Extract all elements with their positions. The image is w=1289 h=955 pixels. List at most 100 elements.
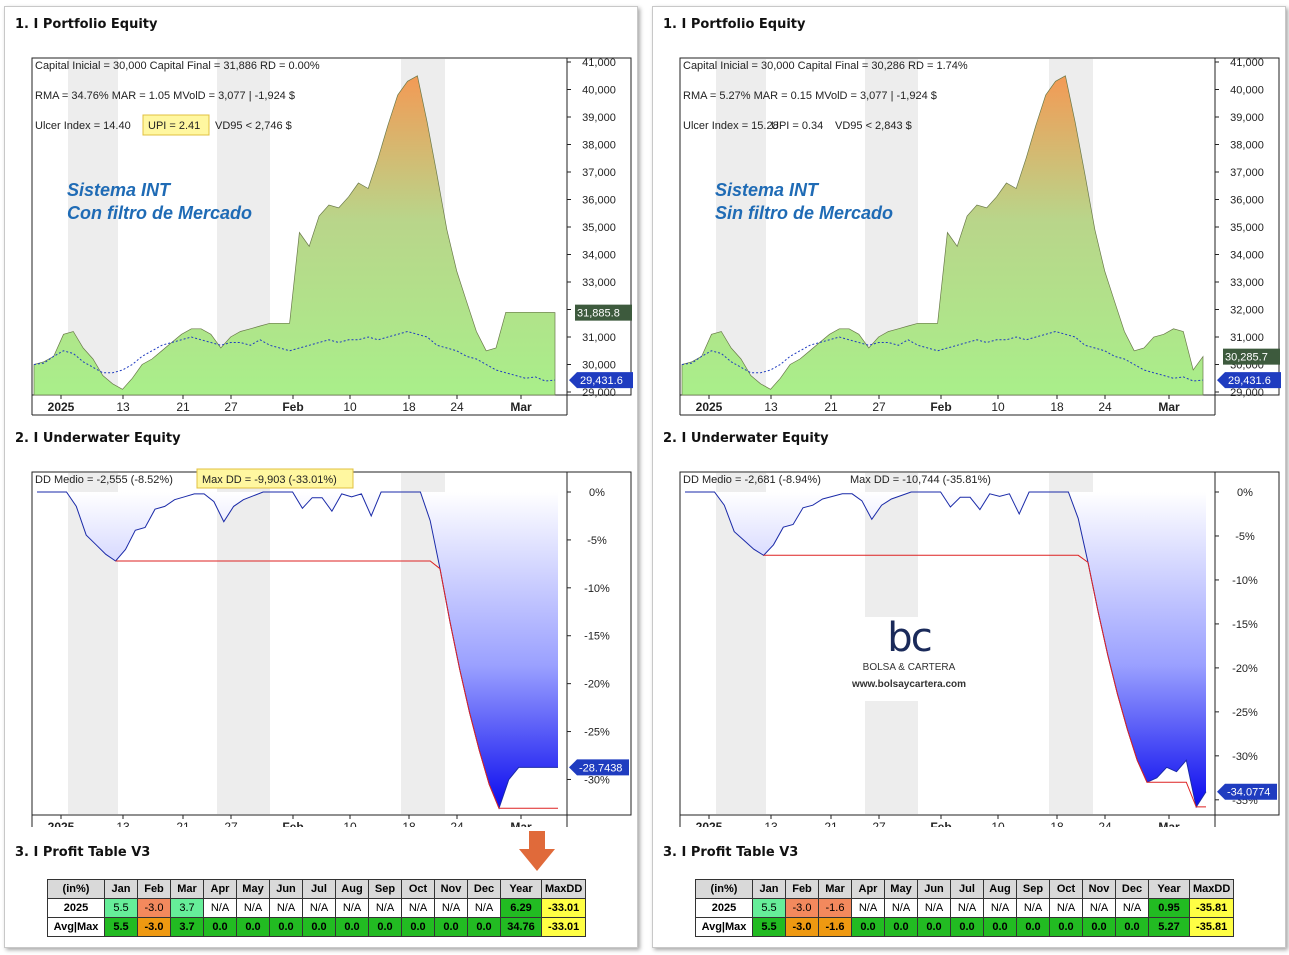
profit-cell: -33.01: [540, 917, 587, 937]
y-tick-label: -15%: [1232, 619, 1258, 631]
profit-header-cell: MaxDD: [1188, 879, 1235, 899]
profit-cell: Avg|Max: [47, 917, 105, 937]
profit-cell: 0.0: [950, 917, 984, 937]
y-axis-frame: [1214, 471, 1280, 816]
profit-cell: N/A: [302, 898, 336, 918]
profit-cell: N/A: [1016, 898, 1050, 918]
x-tick-label: Feb: [282, 820, 303, 827]
x-tick-label: Mar: [1158, 400, 1180, 414]
profit-cell: 5.5: [104, 917, 138, 937]
x-tick-label: Feb: [282, 400, 303, 414]
equity-section-title: 1. I Portfolio Equity: [15, 17, 158, 32]
drawdown-value-badge: [569, 759, 629, 776]
profit-table-row: Avg|Max 5.5 -3.0 3.7 0.0 0.0 0.0 0.0 0.0 0.0 0.0 0.…: [47, 917, 587, 937]
dd-medio: DD Medio = -2,555 (-8.52%): [35, 474, 173, 486]
x-tick-label: 27: [872, 820, 886, 827]
benchmark-value-badge: [569, 372, 633, 389]
x-tick-label: 18: [1050, 820, 1064, 827]
profit-cell: 0.0: [851, 917, 885, 937]
profit-cell: 34.76: [500, 917, 542, 937]
x-tick-label: Mar: [510, 820, 532, 827]
stat-upi: UPI = 2.41: [148, 120, 200, 132]
x-tick-label: 10: [991, 400, 1005, 414]
profit-cell: 5.5: [752, 917, 786, 937]
y-tick-label: 0%: [1237, 487, 1253, 499]
equity-area: [681, 75, 1204, 396]
left-report-panel: 1. I Portfolio Equity 41,000 40,000 39,000…: [4, 6, 638, 948]
benchmark-line: [33, 330, 556, 382]
stat-line-capital: Capital Inicial = 30,000 Capital Final =…: [683, 60, 968, 72]
dd-medio: DD Medio = -2,681 (-8.94%): [683, 474, 821, 486]
profit-cell: -3.0: [785, 917, 819, 937]
profit-cell: 0.0: [236, 917, 270, 937]
y-tick-label: -25%: [1232, 707, 1258, 719]
x-tick-label: 2025: [696, 400, 723, 414]
x-tick-label: 21: [824, 820, 838, 827]
x-tick-label: Mar: [1158, 820, 1180, 827]
upi-highlight: [142, 114, 210, 136]
max-dd: Max DD = -10,744 (-35.81%): [850, 474, 991, 486]
y-tick-label: 0%: [589, 487, 605, 499]
y-tick-label: 38,000: [1230, 140, 1264, 152]
profit-cell: 0.0: [1115, 917, 1149, 937]
x-tick-label: 13: [764, 820, 778, 827]
x-tick-label: 2025: [48, 400, 75, 414]
y-tick-label: -15%: [584, 631, 610, 643]
profit-header-cell: MaxDD: [540, 879, 587, 899]
profit-header-cell: May: [884, 879, 918, 899]
x-tick-label: 24: [1098, 820, 1112, 827]
stat-line-capital: Capital Inicial = 30,000 Capital Final =…: [35, 60, 320, 72]
equity-value-badge: [575, 304, 632, 321]
profit-header-cell: Year: [1148, 879, 1190, 899]
profit-header-cell: Nov: [1082, 879, 1116, 899]
profit-cell: N/A: [851, 898, 885, 918]
y-tick-label: -20%: [1232, 663, 1258, 675]
profit-header-cell: (in%): [47, 879, 105, 899]
profit-cell: 0.0: [1082, 917, 1116, 937]
y-tick-label: 37,000: [1230, 167, 1264, 179]
profit-header-cell: Nov: [434, 879, 468, 899]
stat-line-rma: RMA = 5.27% MAR = 0.15 MVolD = 3,077 | -…: [683, 90, 937, 102]
profit-cell: 0.0: [983, 917, 1017, 937]
profit-cell: 0.0: [401, 917, 435, 937]
x-tick-label: 2025: [696, 820, 723, 827]
x-tick-label: 21: [176, 820, 190, 827]
shade-band: [217, 473, 270, 814]
profit-header-cell: Aug: [335, 879, 369, 899]
x-tick-label: 10: [991, 820, 1005, 827]
profit-cell: N/A: [236, 898, 270, 918]
drawdown-value-badge: [1217, 783, 1277, 800]
profit-header-cell: May: [236, 879, 270, 899]
equity-value-badge: [1223, 348, 1280, 365]
profit-header-row: (in%) Jan Feb Mar Apr May Jun Jul Aug Sep Oct Nov De…: [695, 879, 1235, 899]
logo-name: BOLSA & CARTERA: [862, 662, 956, 673]
y-axis-frame: [566, 471, 632, 816]
profit-cell: 0.0: [302, 917, 336, 937]
profit-cell: 2025: [47, 898, 105, 918]
drawdown-value-label: -34.0774: [1227, 787, 1270, 799]
profit-cell: 6.29: [500, 898, 542, 918]
stat-ulcer: Ulcer Index = 14.40: [35, 120, 131, 132]
y-tick-label: 36,000: [1230, 195, 1264, 207]
profit-header-cell: Jun: [269, 879, 303, 899]
y-tick-label: -5%: [587, 535, 607, 547]
profit-cell: N/A: [467, 898, 501, 918]
profit-header-cell: Dec: [1115, 879, 1149, 899]
profit-table-right: (in%) Jan Feb Mar Apr May Jun Jul Aug Sep Oct Nov De…: [695, 879, 1235, 937]
profit-cell: N/A: [1115, 898, 1149, 918]
y-tick-label: 35,000: [582, 222, 616, 234]
profit-header-cell: Mar: [170, 879, 204, 899]
profit-header-cell: Jun: [917, 879, 951, 899]
profit-header-cell: Mar: [818, 879, 852, 899]
profit-cell: -33.01: [540, 898, 587, 918]
x-tick-label: 27: [224, 400, 238, 414]
y-tick-label: 38,000: [582, 140, 616, 152]
profit-cell: 2025: [695, 898, 753, 918]
y-tick-label: -20%: [584, 679, 610, 691]
y-tick-label: -30%: [584, 774, 610, 786]
y-tick-label: 34,000: [1230, 250, 1264, 262]
profit-cell: -3.0: [137, 917, 171, 937]
profit-cell: -35.81: [1188, 898, 1235, 918]
y-tick-label: 41,000: [1230, 57, 1264, 69]
y-tick-label: 34,000: [582, 250, 616, 262]
